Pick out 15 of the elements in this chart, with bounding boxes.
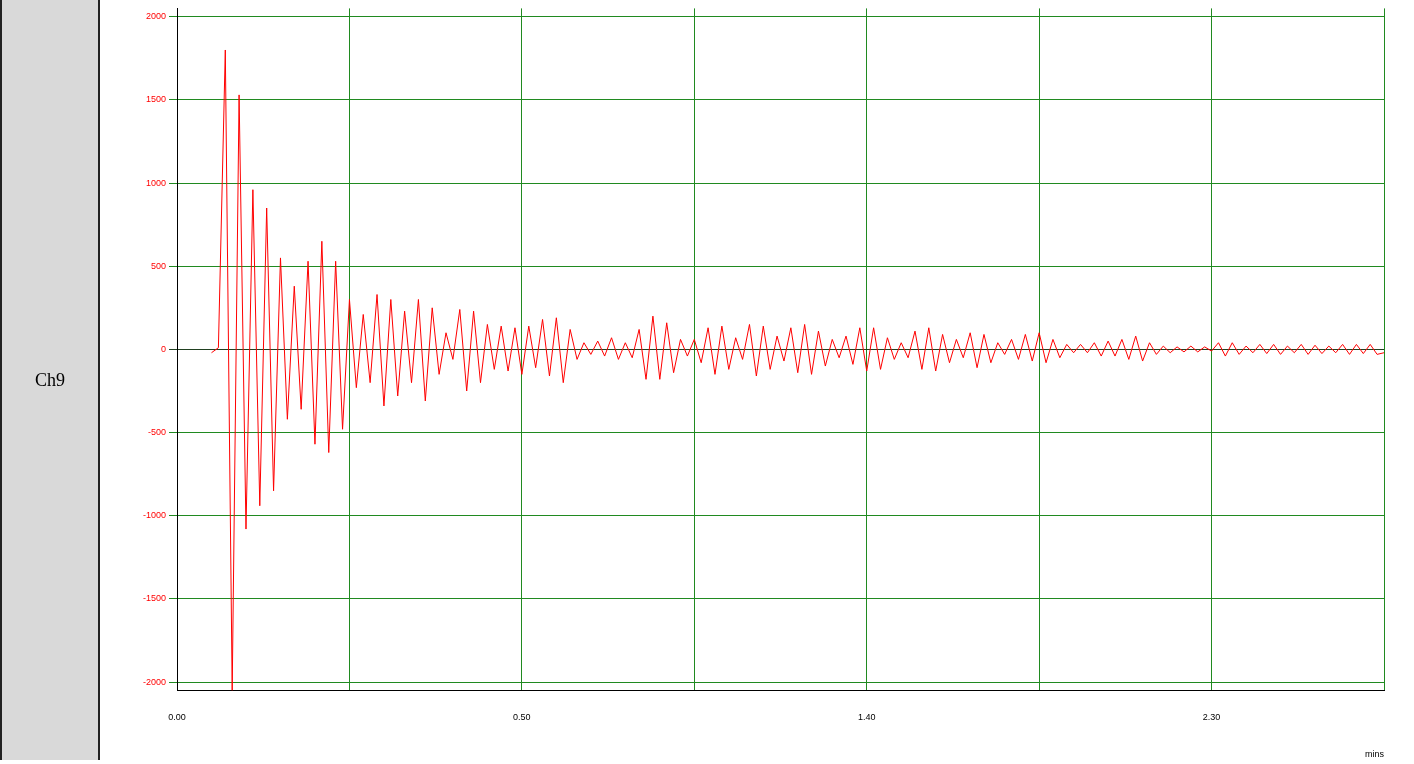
y-tick-label: 2000 bbox=[145, 11, 167, 22]
x-tick-label: 0.00 bbox=[168, 712, 186, 723]
y-tick-label: -1000 bbox=[142, 510, 167, 521]
x-axis-title: mins bbox=[1364, 749, 1385, 760]
y-tick-label: 0 bbox=[161, 343, 167, 354]
y-tick-label: 1500 bbox=[145, 94, 167, 105]
y-tick-label: 500 bbox=[150, 260, 167, 271]
y-tick-label: -2000 bbox=[142, 676, 167, 687]
x-tick-label: 1.40 bbox=[857, 712, 876, 723]
x-tick-label: 2.30 bbox=[1202, 712, 1221, 723]
y-tick-label: -1500 bbox=[142, 593, 167, 604]
x-tick-label: 0.50 bbox=[513, 712, 531, 723]
y-tick-label: 1000 bbox=[145, 177, 167, 188]
y-axis-title: Ch9 bbox=[34, 369, 65, 391]
y-tick-label: -500 bbox=[148, 427, 167, 438]
